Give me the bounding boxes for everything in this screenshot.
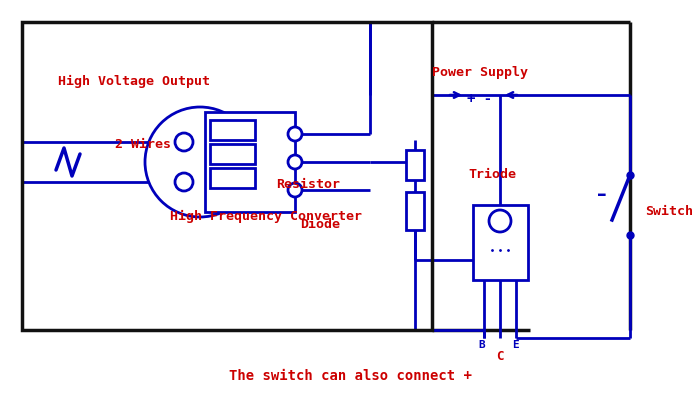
Text: –: – <box>597 185 607 204</box>
Bar <box>406 192 424 230</box>
Circle shape <box>175 133 193 151</box>
Text: C: C <box>496 350 503 363</box>
Circle shape <box>145 107 255 217</box>
Bar <box>210 168 255 188</box>
Text: High Voltage Output: High Voltage Output <box>58 75 210 88</box>
Text: 2 Wires: 2 Wires <box>115 138 171 151</box>
Text: + -: + - <box>468 92 493 106</box>
Text: High Frequency Converter: High Frequency Converter <box>170 210 362 223</box>
Bar <box>205 112 295 212</box>
Text: E: E <box>512 340 519 350</box>
Circle shape <box>175 173 193 191</box>
Bar <box>210 144 255 164</box>
Circle shape <box>288 155 302 169</box>
Bar <box>473 205 528 280</box>
Bar <box>22 22 432 330</box>
Circle shape <box>489 210 511 232</box>
Text: Triode: Triode <box>468 168 516 181</box>
Text: Power Supply: Power Supply <box>432 66 528 79</box>
Text: Switch: Switch <box>645 205 693 218</box>
Text: The switch can also connect +: The switch can also connect + <box>229 369 471 383</box>
Text: Diode: Diode <box>300 218 340 231</box>
Circle shape <box>288 183 302 197</box>
Text: Resistor: Resistor <box>276 178 340 191</box>
Circle shape <box>288 127 302 141</box>
Bar <box>210 120 255 140</box>
Text: B: B <box>478 340 484 350</box>
Bar <box>406 150 424 180</box>
